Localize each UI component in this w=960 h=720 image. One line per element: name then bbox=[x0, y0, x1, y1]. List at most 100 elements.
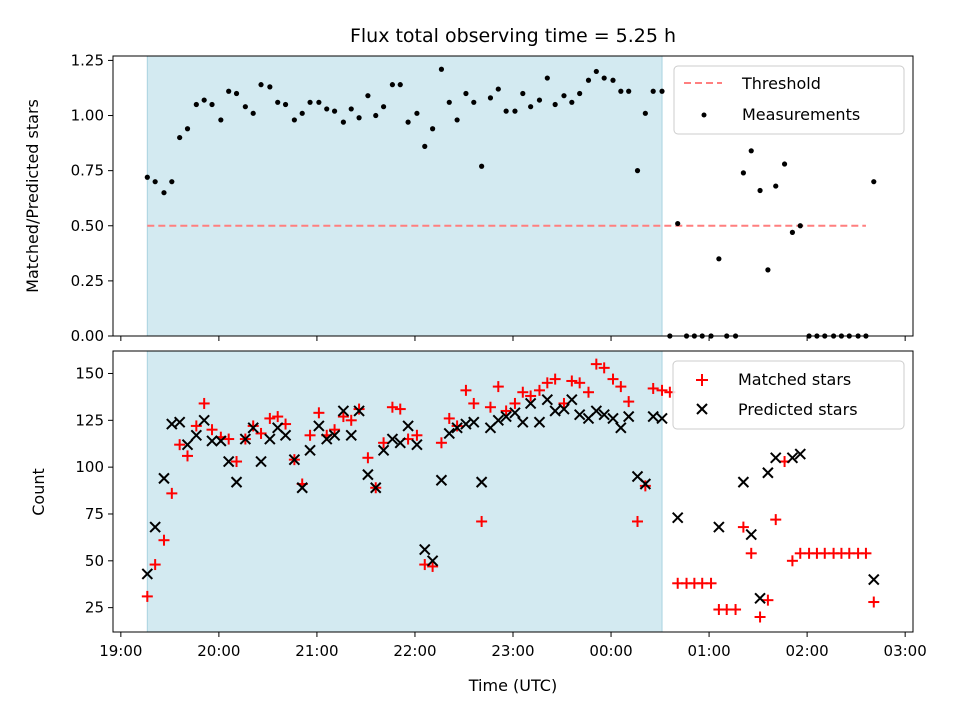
measurement-point bbox=[659, 88, 665, 94]
predicted-star-point bbox=[671, 512, 684, 524]
predicted-star-point bbox=[754, 592, 766, 604]
measurement-point bbox=[520, 90, 526, 97]
matched-star-point bbox=[476, 515, 488, 527]
measurement-point bbox=[561, 93, 567, 99]
predicted-star-point bbox=[713, 521, 725, 533]
measurement-point bbox=[169, 179, 175, 185]
measurement-point bbox=[585, 77, 592, 83]
predicted-star-point bbox=[288, 453, 301, 466]
matched-star-point bbox=[329, 424, 341, 436]
predicted-star-point bbox=[435, 474, 448, 486]
predicted-star-point bbox=[313, 420, 325, 432]
measurement-point bbox=[610, 77, 616, 83]
predicted-star-point bbox=[149, 521, 161, 533]
measurement-point bbox=[161, 190, 167, 196]
predicted-star-point bbox=[500, 410, 512, 423]
matched-star-point bbox=[206, 424, 218, 436]
predicted-star-point bbox=[517, 416, 529, 428]
matched-star-point bbox=[541, 377, 553, 389]
matched-star-point bbox=[509, 397, 521, 409]
matched-star-point bbox=[313, 407, 325, 419]
matched-star-point bbox=[745, 547, 757, 559]
matched-star-point bbox=[737, 521, 749, 533]
matched-star-point bbox=[451, 420, 463, 432]
predicted-star-point bbox=[639, 478, 652, 490]
matched-star-point bbox=[607, 373, 619, 385]
measurement-point bbox=[748, 148, 754, 154]
measurement-point bbox=[414, 110, 420, 116]
matched-star-point bbox=[525, 390, 537, 402]
matched-star-point bbox=[394, 403, 406, 415]
matched-star-point bbox=[304, 429, 316, 441]
ratio-panel: 0.00 0.25 0.50 0.75 1.00 1.25 Matched/Predict… bbox=[23, 51, 914, 345]
predicted-star-point bbox=[475, 476, 488, 488]
matched-star-point bbox=[149, 559, 161, 571]
matched-star-point bbox=[198, 397, 210, 409]
measurement-point bbox=[144, 174, 150, 180]
y-tick-label: 1.25 bbox=[71, 51, 104, 69]
predicted-star-point bbox=[206, 435, 218, 447]
matched-star-point bbox=[362, 452, 374, 464]
predicted-star-point bbox=[198, 414, 210, 427]
measurement-point bbox=[380, 104, 387, 110]
legend-predicted-label: Predicted stars bbox=[738, 400, 858, 419]
measurement-point bbox=[618, 88, 624, 94]
measurement-point bbox=[193, 101, 199, 108]
measurement-point bbox=[536, 97, 543, 103]
matched-star-point bbox=[182, 450, 194, 462]
predicted-star-point bbox=[607, 412, 619, 425]
ratio-legend: Threshold Measurements bbox=[673, 65, 905, 135]
predicted-star-point bbox=[745, 528, 757, 541]
predicted-star-point bbox=[402, 420, 414, 432]
predicted-star-point bbox=[239, 433, 252, 445]
measurement-point bbox=[373, 112, 379, 119]
x-tick-label: 21:00 bbox=[295, 642, 338, 660]
predicted-star-point bbox=[296, 482, 308, 494]
measurement-point bbox=[773, 183, 779, 189]
x-tick-label: 02:00 bbox=[786, 642, 829, 660]
matched-star-point bbox=[174, 439, 186, 451]
predicted-star-point bbox=[141, 568, 154, 580]
predicted-star-point bbox=[328, 429, 341, 442]
x-tick-label: 23:00 bbox=[491, 642, 534, 660]
matched-star-point bbox=[141, 590, 153, 602]
measurement-point bbox=[267, 84, 273, 90]
measurement-point bbox=[331, 108, 338, 114]
matched-star-point bbox=[386, 401, 398, 413]
measurement-point bbox=[316, 99, 322, 105]
measurement-point bbox=[397, 82, 403, 88]
matched-star-point bbox=[158, 534, 170, 546]
measurement-point bbox=[152, 179, 158, 185]
predicted-star-point bbox=[386, 433, 399, 445]
matched-star-point bbox=[345, 414, 357, 426]
y-tick-label: 0.75 bbox=[71, 162, 104, 180]
matched-star-point bbox=[598, 362, 610, 374]
measurement-point bbox=[577, 90, 583, 97]
measurement-point bbox=[650, 88, 656, 94]
predicted-star-point bbox=[443, 427, 455, 440]
predicted-star-point bbox=[362, 468, 374, 481]
measurement-point bbox=[201, 97, 207, 103]
matched-star-point bbox=[533, 384, 545, 396]
predicted-star-point bbox=[419, 543, 431, 556]
measurement-point bbox=[348, 106, 354, 112]
predicted-star-point bbox=[590, 405, 603, 417]
measurement-point bbox=[634, 168, 641, 174]
predicted-star-point bbox=[264, 433, 276, 445]
measurement-point bbox=[184, 126, 191, 132]
matched-star-point bbox=[705, 577, 717, 589]
matched-star-point bbox=[762, 594, 774, 606]
measurement-point bbox=[716, 256, 722, 262]
measurement-point bbox=[503, 108, 509, 114]
measurement-point bbox=[324, 106, 330, 112]
measurement-point bbox=[757, 187, 763, 194]
measurement-point bbox=[177, 134, 183, 141]
count-panel: 25 50 75 100 125 150 19:00 20:00 21:00 22:00 23:0… bbox=[29, 350, 927, 695]
predicted-star-point bbox=[541, 393, 554, 406]
predicted-star-point bbox=[377, 444, 390, 456]
predicted-star-point bbox=[247, 422, 259, 434]
legend-measurements-swatch bbox=[701, 112, 707, 118]
count-y-axis-label: Count bbox=[29, 468, 48, 516]
legend-measurements-label: Measurements bbox=[742, 105, 860, 124]
y-tick-label: 150 bbox=[75, 364, 104, 382]
